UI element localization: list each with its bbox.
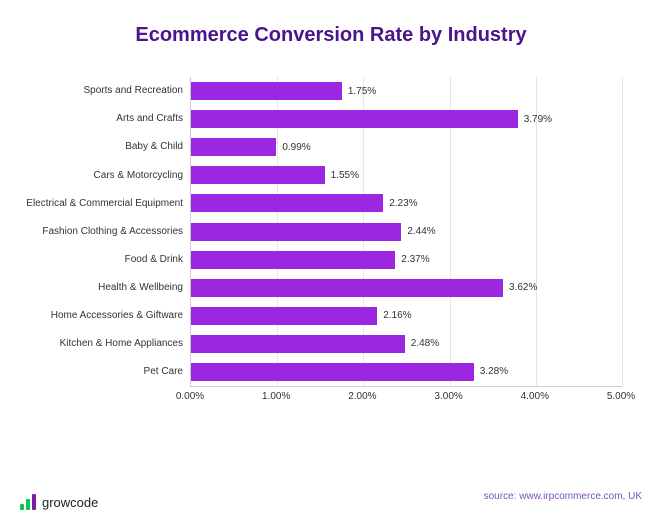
footer: growcode source: www.irpcommerce.com, UK (0, 474, 662, 514)
chart-plot: Sports and Recreation1.75%Arts and Craft… (190, 77, 622, 387)
growcode-logo: growcode (20, 492, 98, 510)
category-label: Fashion Clothing & Accessories (11, 226, 191, 238)
value-label: 2.44% (407, 226, 435, 237)
bar-row: Health & Wellbeing3.62% (191, 274, 622, 302)
bar (191, 166, 325, 184)
x-axis-tick: 0.00% (176, 391, 204, 402)
bar-row: Pet Care3.28% (191, 358, 622, 386)
category-label: Food & Drink (11, 254, 191, 266)
chart-title: Ecommerce Conversion Rate by Industry (0, 24, 662, 47)
bar (191, 194, 383, 212)
bar-row: Kitchen & Home Appliances2.48% (191, 330, 622, 358)
category-label: Health & Wellbeing (11, 282, 191, 294)
value-label: 1.55% (331, 170, 359, 181)
bar-row: Food & Drink2.37% (191, 246, 622, 274)
value-label: 3.62% (509, 282, 537, 293)
x-axis-tick: 5.00% (607, 391, 635, 402)
logo-bar-segment (32, 494, 36, 510)
bar (191, 223, 401, 241)
bar (191, 363, 474, 381)
value-label: 3.79% (524, 114, 552, 125)
category-label: Electrical & Commercial Equipment (11, 198, 191, 210)
source-text: source: www.irpcommerce.com, UK (484, 491, 642, 502)
bar (191, 138, 276, 156)
category-label: Home Accessories & Giftware (11, 310, 191, 322)
category-label: Baby & Child (11, 141, 191, 153)
bar-row: Arts and Crafts3.79% (191, 105, 622, 133)
bar-row: Sports and Recreation1.75% (191, 77, 622, 105)
bar (191, 82, 342, 100)
logo-bar-segment (20, 504, 24, 510)
value-label: 2.37% (401, 254, 429, 265)
bar-row: Home Accessories & Giftware2.16% (191, 302, 622, 330)
category-label: Kitchen & Home Appliances (11, 338, 191, 350)
category-label: Arts and Crafts (11, 113, 191, 125)
x-axis-tick: 4.00% (521, 391, 549, 402)
logo-bar-segment (26, 499, 30, 510)
value-label: 2.48% (411, 338, 439, 349)
logo-text: growcode (42, 495, 98, 510)
x-axis-tick: 3.00% (434, 391, 462, 402)
x-axis-tick: 1.00% (262, 391, 290, 402)
value-label: 1.75% (348, 86, 376, 97)
bar-row: Fashion Clothing & Accessories2.44% (191, 218, 622, 246)
logo-bars-icon (20, 492, 36, 510)
bar (191, 307, 377, 325)
value-label: 0.99% (282, 142, 310, 153)
bar (191, 279, 503, 297)
chart-area: Sports and Recreation1.75%Arts and Craft… (190, 77, 622, 407)
x-axis-tick: 2.00% (348, 391, 376, 402)
gridline (622, 77, 623, 386)
category-label: Pet Care (11, 366, 191, 378)
category-label: Cars & Motorcycling (11, 170, 191, 182)
bar-row: Electrical & Commercial Equipment2.23% (191, 189, 622, 217)
value-label: 2.16% (383, 310, 411, 321)
value-label: 2.23% (389, 198, 417, 209)
bar (191, 110, 518, 128)
bar (191, 251, 395, 269)
bar-row: Cars & Motorcycling1.55% (191, 161, 622, 189)
bar-row: Baby & Child0.99% (191, 133, 622, 161)
category-label: Sports and Recreation (11, 85, 191, 97)
value-label: 3.28% (480, 366, 508, 377)
bar (191, 335, 405, 353)
